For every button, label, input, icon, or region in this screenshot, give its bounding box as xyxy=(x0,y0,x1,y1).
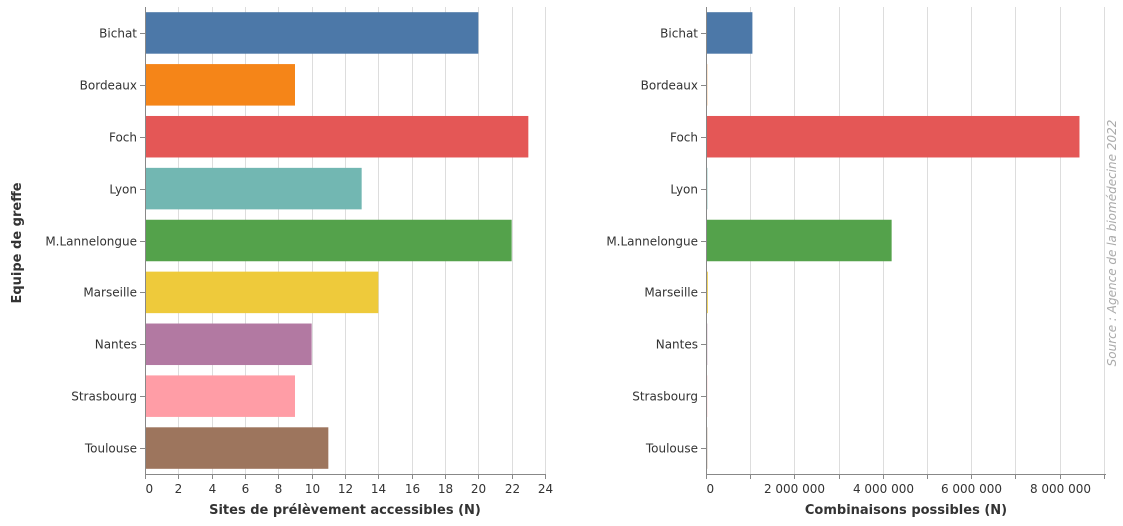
x-tick-label-sites-1: 2 xyxy=(175,482,183,496)
category-label-combinaisons-lyon: Lyon xyxy=(670,183,698,197)
source-note: Source : Agence de la biomédecine 2022 xyxy=(1105,120,1119,367)
x-tick-label-sites-0: 0 xyxy=(146,482,154,496)
category-label-combinaisons-toulouse: Toulouse xyxy=(645,442,698,456)
x-tick-label-sites-9: 18 xyxy=(438,482,453,496)
x-tick-label-combinaisons-6: 6 000 000 xyxy=(941,482,1002,496)
x-tick-label-sites-8: 16 xyxy=(405,482,420,496)
x-axis-title-sites: Sites de prélèvement accessibles (N) xyxy=(209,503,481,518)
category-label-combinaisons-foch: Foch xyxy=(670,131,698,145)
category-label-combinaisons-bordeaux: Bordeaux xyxy=(641,79,698,93)
chart-panel-sites: Bichat Bordeaux Foch Lyon M.Lannelongue Marse… xyxy=(45,7,553,518)
category-label-sites-bichat: Bichat xyxy=(99,27,137,41)
category-label-sites-foch: Foch xyxy=(109,131,137,145)
x-tick-label-sites-5: 10 xyxy=(305,482,320,496)
category-label-sites-bordeaux: Bordeaux xyxy=(80,79,137,93)
bar-combinaisons-foch xyxy=(706,115,1080,158)
category-label-sites-m-lannelongue: M.Lannelongue xyxy=(45,235,137,249)
category-label-sites-marseille: Marseille xyxy=(83,286,137,300)
category-label-combinaisons-bichat: Bichat xyxy=(660,27,698,41)
category-label-combinaisons-m-lannelongue: M.Lannelongue xyxy=(606,235,698,249)
x-tick-label-combinaisons-8: 8 000 000 xyxy=(1030,482,1091,496)
x-tick-label-sites-12: 24 xyxy=(538,482,553,496)
bar-sites-lyon xyxy=(145,167,362,210)
x-tick-label-sites-11: 22 xyxy=(505,482,520,496)
x-tick-label-combinaisons-2: 2 000 000 xyxy=(764,482,825,496)
bar-sites-m-lannelongue xyxy=(145,219,512,262)
x-tick-label-sites-7: 14 xyxy=(371,482,386,496)
y-axis-title: Equipe de greffe xyxy=(10,182,25,303)
category-label-sites-lyon: Lyon xyxy=(109,183,137,197)
bar-sites-bichat xyxy=(145,12,479,54)
x-tick-label-sites-6: 12 xyxy=(338,482,353,496)
bar-sites-foch xyxy=(145,115,529,158)
x-tick-label-sites-10: 20 xyxy=(471,482,486,496)
bar-sites-bordeaux xyxy=(145,64,295,106)
category-label-combinaisons-nantes: Nantes xyxy=(656,338,698,352)
x-axis-title-combinaisons: Combinaisons possibles (N) xyxy=(805,503,1007,518)
x-tick-label-sites-3: 6 xyxy=(242,482,250,496)
bar-sites-toulouse xyxy=(145,427,329,469)
x-tick-label-sites-4: 8 xyxy=(275,482,283,496)
category-label-combinaisons-strasbourg: Strasbourg xyxy=(632,390,698,404)
bar-sites-nantes xyxy=(145,323,312,366)
chart-panel-combinaisons: Bichat Bordeaux Foch Lyon M.Lannelongue Marse… xyxy=(606,7,1106,518)
category-label-combinaisons-marseille: Marseille xyxy=(644,286,698,300)
x-tick-label-combinaisons-4: 4 000 000 xyxy=(853,482,914,496)
bar-sites-marseille xyxy=(145,271,379,314)
x-tick-label-sites-2: 4 xyxy=(209,482,217,496)
category-label-sites-strasbourg: Strasbourg xyxy=(71,390,137,404)
x-tick-label-combinaisons-0: 0 xyxy=(707,482,715,496)
bar-sites-strasbourg xyxy=(145,375,295,417)
bar-combinaisons-m-lannelongue xyxy=(706,219,892,262)
bar-combinaisons-bichat xyxy=(706,12,753,54)
category-label-sites-toulouse: Toulouse xyxy=(84,442,137,456)
category-label-sites-nantes: Nantes xyxy=(95,338,137,352)
